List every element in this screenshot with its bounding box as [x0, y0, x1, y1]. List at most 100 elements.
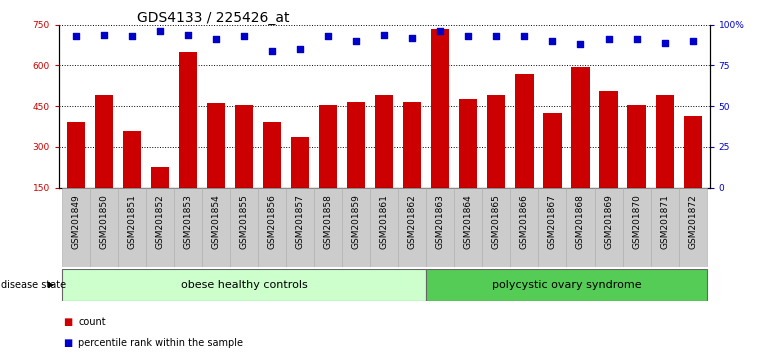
Bar	[207, 103, 225, 228]
Text: polycystic ovary syndrome: polycystic ovary syndrome	[492, 280, 641, 290]
Bar	[600, 91, 618, 228]
Text: ■: ■	[63, 317, 72, 327]
Point	[518, 33, 531, 39]
Text: GSM201849: GSM201849	[71, 194, 80, 249]
Bar	[314, 188, 342, 267]
Text: GSM201858: GSM201858	[324, 194, 332, 249]
Text: percentile rank within the sample: percentile rank within the sample	[78, 338, 243, 348]
Text: GSM201852: GSM201852	[155, 194, 165, 249]
Bar	[398, 188, 426, 267]
Bar	[263, 122, 281, 228]
Text: count: count	[78, 317, 106, 327]
Text: GSM201864: GSM201864	[464, 194, 473, 249]
Text: GSM201869: GSM201869	[604, 194, 613, 249]
Bar	[655, 95, 673, 228]
Point	[125, 33, 138, 39]
Point	[630, 36, 643, 42]
Bar	[370, 188, 398, 267]
Text: GSM201872: GSM201872	[688, 194, 697, 249]
Bar	[234, 105, 253, 228]
Bar	[342, 188, 370, 267]
Point	[687, 38, 699, 44]
Point	[294, 46, 307, 52]
Text: disease state: disease state	[1, 280, 66, 290]
Point	[406, 35, 419, 41]
Point	[69, 33, 82, 39]
Bar	[510, 188, 539, 267]
Point	[182, 32, 194, 38]
Bar	[319, 105, 337, 228]
Bar	[454, 188, 482, 267]
Bar	[426, 188, 454, 267]
Point	[238, 33, 250, 39]
Text: GSM201866: GSM201866	[520, 194, 529, 249]
Text: GSM201868: GSM201868	[576, 194, 585, 249]
Point	[434, 28, 447, 34]
Bar	[62, 188, 89, 267]
Bar	[431, 29, 449, 228]
Bar	[627, 105, 646, 228]
Text: GDS4133 / 225426_at: GDS4133 / 225426_at	[137, 11, 290, 25]
Text: GSM201856: GSM201856	[267, 194, 277, 249]
Bar	[118, 188, 146, 267]
Bar	[487, 95, 506, 228]
Bar	[122, 131, 141, 228]
Text: obese healthy controls: obese healthy controls	[180, 280, 307, 290]
Bar	[347, 102, 365, 228]
Text: GSM201854: GSM201854	[212, 194, 220, 249]
Point	[574, 41, 586, 47]
Bar	[622, 188, 651, 267]
Bar	[403, 102, 421, 228]
Text: GSM201859: GSM201859	[351, 194, 361, 249]
Text: GSM201862: GSM201862	[408, 194, 417, 249]
Bar	[62, 269, 426, 301]
Text: GSM201857: GSM201857	[296, 194, 304, 249]
Point	[350, 38, 362, 44]
Bar	[375, 95, 394, 228]
Bar	[594, 188, 622, 267]
Bar	[146, 188, 174, 267]
Bar	[89, 188, 118, 267]
Text: ▶: ▶	[49, 280, 55, 290]
Point	[154, 28, 166, 34]
Bar	[572, 67, 590, 228]
Bar	[179, 52, 197, 228]
Text: GSM201865: GSM201865	[492, 194, 501, 249]
Bar	[230, 188, 258, 267]
Text: GSM201861: GSM201861	[379, 194, 389, 249]
Bar	[286, 188, 314, 267]
Text: GSM201867: GSM201867	[548, 194, 557, 249]
Point	[462, 33, 474, 39]
Bar	[539, 188, 567, 267]
Point	[490, 33, 503, 39]
Text: GSM201871: GSM201871	[660, 194, 669, 249]
Point	[602, 36, 615, 42]
Bar	[151, 167, 169, 228]
Bar	[567, 188, 594, 267]
Bar	[684, 116, 702, 228]
Point	[209, 36, 222, 42]
Bar	[291, 137, 309, 228]
Text: GSM201870: GSM201870	[632, 194, 641, 249]
Bar	[482, 188, 510, 267]
Text: ■: ■	[63, 338, 72, 348]
Bar	[258, 188, 286, 267]
Text: GSM201851: GSM201851	[127, 194, 136, 249]
Text: GSM201850: GSM201850	[100, 194, 108, 249]
Text: GSM201863: GSM201863	[436, 194, 445, 249]
Text: GSM201855: GSM201855	[239, 194, 249, 249]
Bar	[67, 122, 85, 228]
Text: GSM201853: GSM201853	[183, 194, 192, 249]
Bar	[459, 99, 477, 228]
Bar	[174, 188, 201, 267]
Point	[97, 32, 110, 38]
Bar	[543, 113, 561, 228]
Bar	[426, 269, 706, 301]
Point	[659, 40, 671, 46]
Bar	[95, 95, 113, 228]
Point	[378, 32, 390, 38]
Bar	[651, 188, 679, 267]
Bar	[515, 74, 534, 228]
Point	[266, 48, 278, 54]
Bar	[679, 188, 706, 267]
